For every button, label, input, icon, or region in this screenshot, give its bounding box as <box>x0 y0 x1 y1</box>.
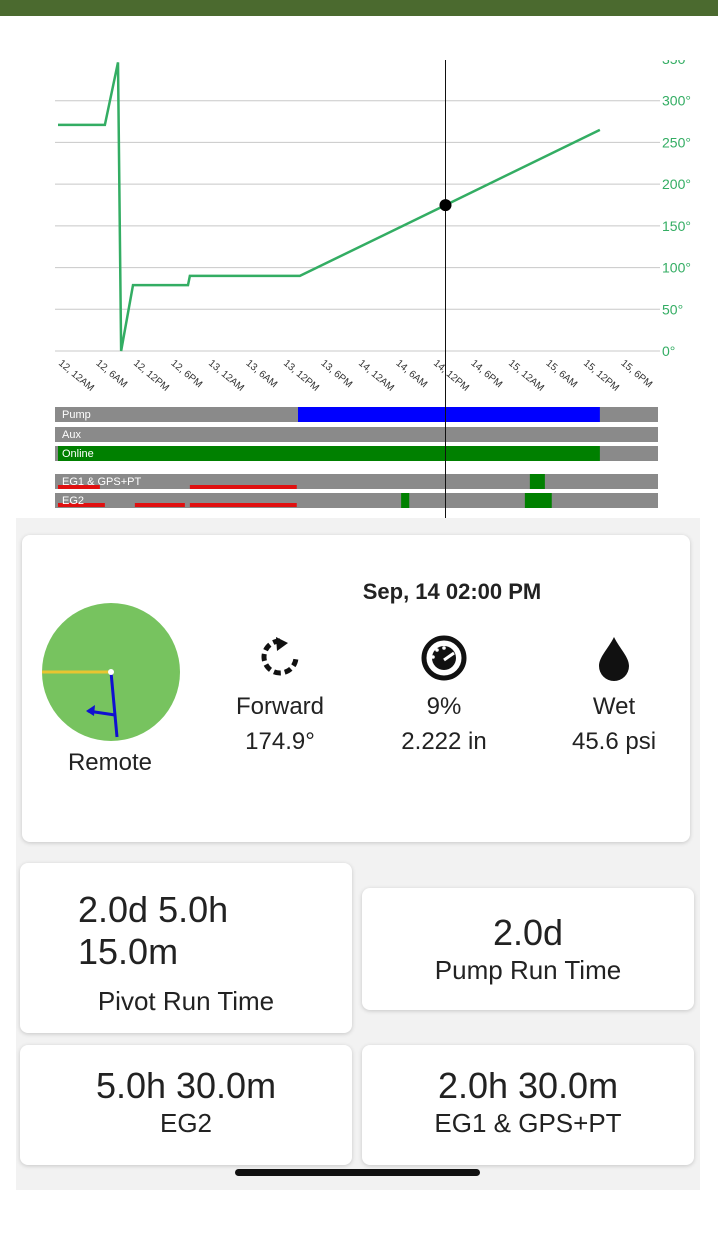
status-row-label: EG1 & GPS+PT <box>62 476 141 488</box>
y-tick-label: 0° <box>662 343 675 359</box>
direction-icon <box>261 637 299 676</box>
x-tick-label: 13, 6AM <box>244 358 280 390</box>
x-tick-label: 12, 6PM <box>169 358 205 390</box>
status-segment <box>401 493 410 508</box>
water: Wet <box>592 693 636 720</box>
line <box>58 62 601 352</box>
run-value: 2.0d 5.0h 15.0m <box>78 889 229 972</box>
speed-icon <box>421 635 467 681</box>
x-tick-label: 13, 6PM <box>319 358 355 390</box>
run-label: EG2 <box>159 1108 213 1138</box>
run-card: 2.0d 5.0h 15.0m Pivot Run Time <box>20 863 352 1033</box>
y-tick-label: 300° <box>662 93 691 109</box>
status-segment <box>134 503 185 507</box>
x-tick-label: 14, 6AM <box>394 358 430 390</box>
direction: Forward <box>235 693 325 720</box>
run-value: 2.0d <box>492 912 564 953</box>
tick-group: 0° 50° 100° 150° 200° 250° 300° 350° <box>55 51 691 359</box>
x-tick-label: 14, 6PM <box>469 358 505 390</box>
x-tick-label: 14, 12PM <box>431 358 471 394</box>
status-time: Sep, 14 02:00 PM <box>362 579 542 604</box>
status-segment <box>58 485 100 489</box>
status-segment <box>189 503 297 507</box>
cursor-point <box>439 199 452 212</box>
pressure: 45.6 psi <box>571 728 657 755</box>
x-tick-label: 12, 6AM <box>94 358 130 390</box>
x-tick-label: 15, 12PM <box>581 358 621 394</box>
x-tick-label: 12, 12AM <box>56 358 96 394</box>
status-row <box>55 427 658 442</box>
y-tick-label: 150° <box>662 218 691 234</box>
panel: Sep, 14 02:00 PM Remote Forward 174.9° 9… <box>16 518 700 1190</box>
speed: 9% <box>426 693 462 720</box>
run-label: EG1 & GPS+PT <box>434 1108 622 1138</box>
status-segment <box>529 474 545 489</box>
x-tick-label: 15, 6AM <box>544 358 580 390</box>
home-indicator <box>235 1169 480 1176</box>
x-tick-label: 13, 12AM <box>206 358 246 394</box>
status-row-label: Online <box>62 448 94 460</box>
x-tick-label: 15, 6PM <box>619 358 655 390</box>
status-segment <box>189 485 297 489</box>
status-segment <box>524 493 552 508</box>
run-value: 2.0h 30.0m <box>437 1065 619 1106</box>
water-icon <box>599 637 629 681</box>
run-label: Pump Run Time <box>434 955 622 985</box>
status-segment <box>58 446 600 461</box>
y-tick-label: 50° <box>662 301 683 317</box>
run-card: 2.0d Pump Run Time <box>362 888 694 1010</box>
angle: 174.9° <box>245 728 315 755</box>
status-row-label: Aux <box>62 429 81 441</box>
x-tick-label: 12, 12PM <box>131 358 171 394</box>
status-segment <box>298 407 600 422</box>
status-bar <box>0 0 718 16</box>
y-tick-label: 100° <box>662 260 691 276</box>
status-card: Sep, 14 02:00 PM Remote Forward 174.9° 9… <box>22 535 690 842</box>
pivot-icon <box>42 603 180 741</box>
run-value: 5.0h 30.0m <box>95 1065 277 1106</box>
run-card: 2.0h 30.0m EG1 & GPS+PT <box>362 1045 694 1165</box>
chart: 0°50°100°150°200°250°300°350°12, 12AM12,… <box>55 51 691 520</box>
status-row <box>55 474 658 489</box>
run-card: 5.0h 30.0m EG2 <box>20 1045 352 1165</box>
status-row-label: Pump <box>62 409 91 421</box>
status-segment <box>58 503 105 507</box>
run-label: Pivot Run Time <box>97 986 275 1016</box>
y-tick-label: 250° <box>662 134 691 150</box>
depth: 2.222 in <box>401 728 487 755</box>
x-tick-label: 14, 12AM <box>356 358 396 394</box>
y-tick-label: 200° <box>662 176 691 192</box>
status-row-label: EG2 <box>62 495 84 507</box>
x-tick-label: 13, 12PM <box>281 358 321 394</box>
pivot-label: Remote <box>67 749 153 776</box>
y-tick-label: 350° <box>662 51 691 67</box>
x-tick-label: 15, 12AM <box>506 358 546 394</box>
